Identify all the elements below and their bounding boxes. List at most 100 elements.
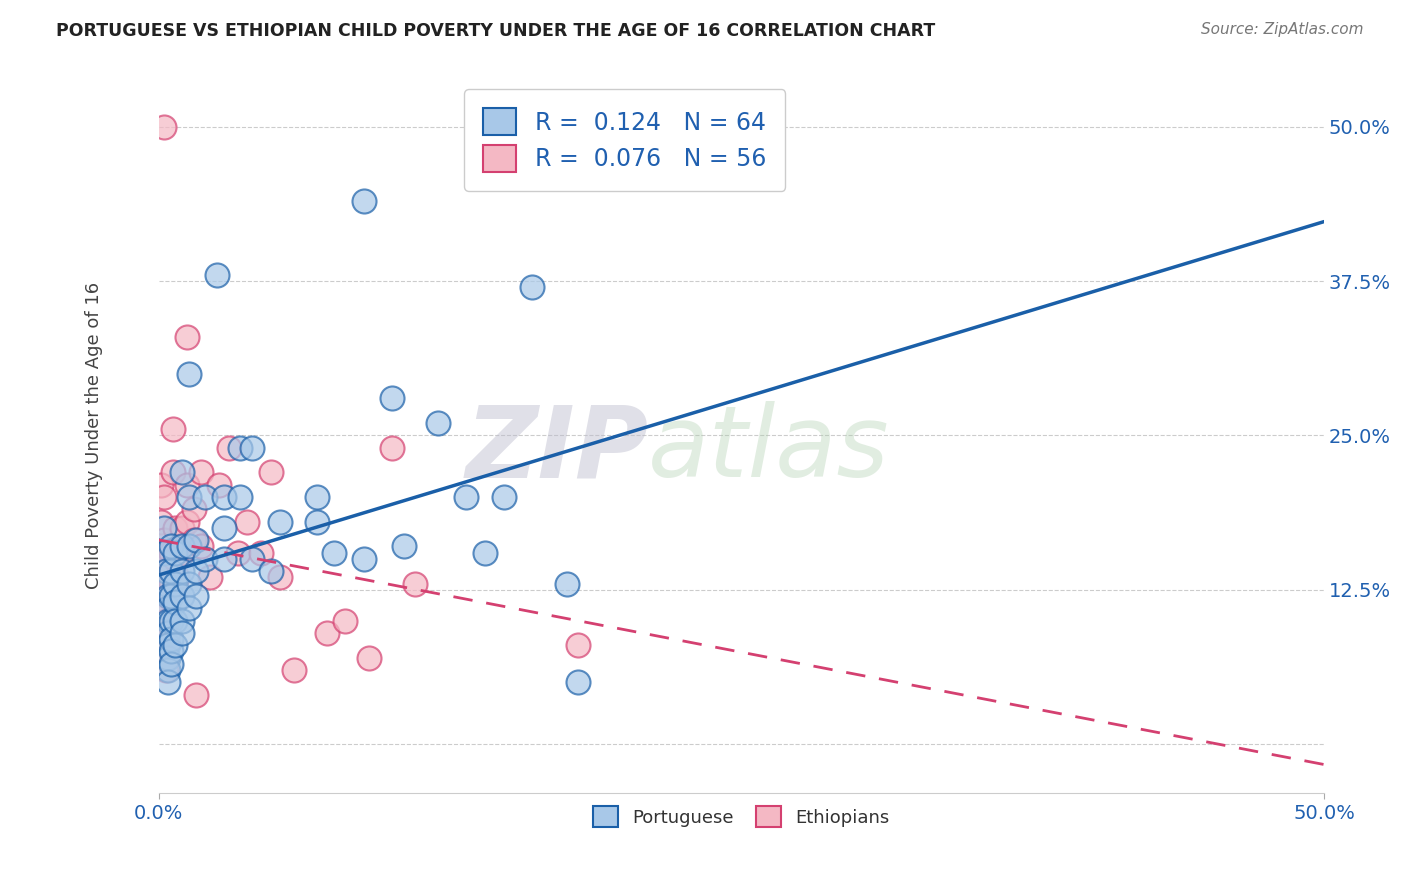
Point [404, 576, 426, 591]
Point [392, 540, 415, 554]
Point [159, 564, 181, 578]
Point [155, 638, 177, 652]
Text: PORTUGUESE VS ETHIOPIAN CHILD POVERTY UNDER THE AGE OF 16 CORRELATION CHART: PORTUGUESE VS ETHIOPIAN CHILD POVERTY UN… [56, 22, 935, 40]
Point [159, 614, 181, 628]
Point [381, 392, 404, 406]
Point [186, 688, 208, 702]
Point [157, 663, 180, 677]
Point [152, 490, 174, 504]
Point [157, 638, 180, 652]
Point [283, 663, 305, 677]
Point [152, 546, 174, 560]
Point [179, 490, 201, 504]
Point [165, 576, 187, 591]
Point [179, 540, 201, 554]
Point [155, 589, 177, 603]
Point [157, 601, 180, 615]
Point [186, 564, 208, 578]
Point [152, 546, 174, 560]
Point [492, 490, 515, 504]
Point [152, 533, 174, 548]
Point [165, 614, 187, 628]
Point [152, 546, 174, 560]
Point [165, 576, 187, 591]
Point [307, 515, 329, 529]
Text: Source: ZipAtlas.com: Source: ZipAtlas.com [1201, 22, 1364, 37]
Point [155, 626, 177, 640]
Text: ZIP: ZIP [465, 401, 648, 499]
Point [179, 601, 201, 615]
Point [162, 466, 184, 480]
Point [172, 626, 194, 640]
Point [172, 589, 194, 603]
Point [353, 194, 375, 208]
Point [555, 576, 578, 591]
Point [307, 490, 329, 504]
Point [159, 546, 181, 560]
Point [165, 546, 187, 560]
Point [357, 650, 380, 665]
Point [172, 540, 194, 554]
Point [159, 576, 181, 591]
Point [269, 515, 291, 529]
Point [150, 477, 173, 491]
Point [240, 441, 263, 455]
Point [157, 614, 180, 628]
Point [335, 614, 357, 628]
Point [157, 675, 180, 690]
Point [520, 280, 543, 294]
Point [172, 546, 194, 560]
Point [381, 441, 404, 455]
Point [152, 564, 174, 578]
Point [155, 564, 177, 578]
Point [212, 490, 235, 504]
Point [176, 477, 198, 491]
Point [229, 441, 252, 455]
Point [159, 589, 181, 603]
Point [186, 533, 208, 548]
Point [190, 540, 212, 554]
Point [159, 657, 181, 671]
Point [474, 546, 496, 560]
Point [172, 614, 194, 628]
Point [176, 515, 198, 529]
Point [240, 551, 263, 566]
Point [157, 626, 180, 640]
Point [269, 570, 291, 584]
Point [159, 644, 181, 658]
Point [212, 551, 235, 566]
Point [236, 515, 259, 529]
Point [157, 589, 180, 603]
Point [159, 632, 181, 646]
Point [155, 663, 177, 677]
Point [322, 546, 344, 560]
Point [260, 466, 283, 480]
Point [456, 490, 478, 504]
Point [157, 576, 180, 591]
Point [152, 521, 174, 535]
Point [152, 120, 174, 134]
Point [159, 540, 181, 554]
Point [172, 521, 194, 535]
Point [250, 546, 273, 560]
Point [208, 477, 231, 491]
Point [155, 614, 177, 628]
Point [183, 533, 205, 548]
Point [155, 576, 177, 591]
Point [157, 589, 180, 603]
Point [194, 551, 217, 566]
Point [427, 416, 450, 430]
Point [190, 466, 212, 480]
Point [159, 589, 181, 603]
Point [353, 551, 375, 566]
Legend: Portuguese, Ethiopians: Portuguese, Ethiopians [586, 799, 897, 834]
Point [183, 502, 205, 516]
Point [150, 515, 173, 529]
Point [166, 570, 188, 584]
Text: atlas: atlas [648, 401, 890, 499]
Point [155, 601, 177, 615]
Y-axis label: Child Poverty Under the Age of 16: Child Poverty Under the Age of 16 [86, 282, 103, 589]
Point [226, 546, 249, 560]
Point [169, 540, 191, 554]
Point [157, 564, 180, 578]
